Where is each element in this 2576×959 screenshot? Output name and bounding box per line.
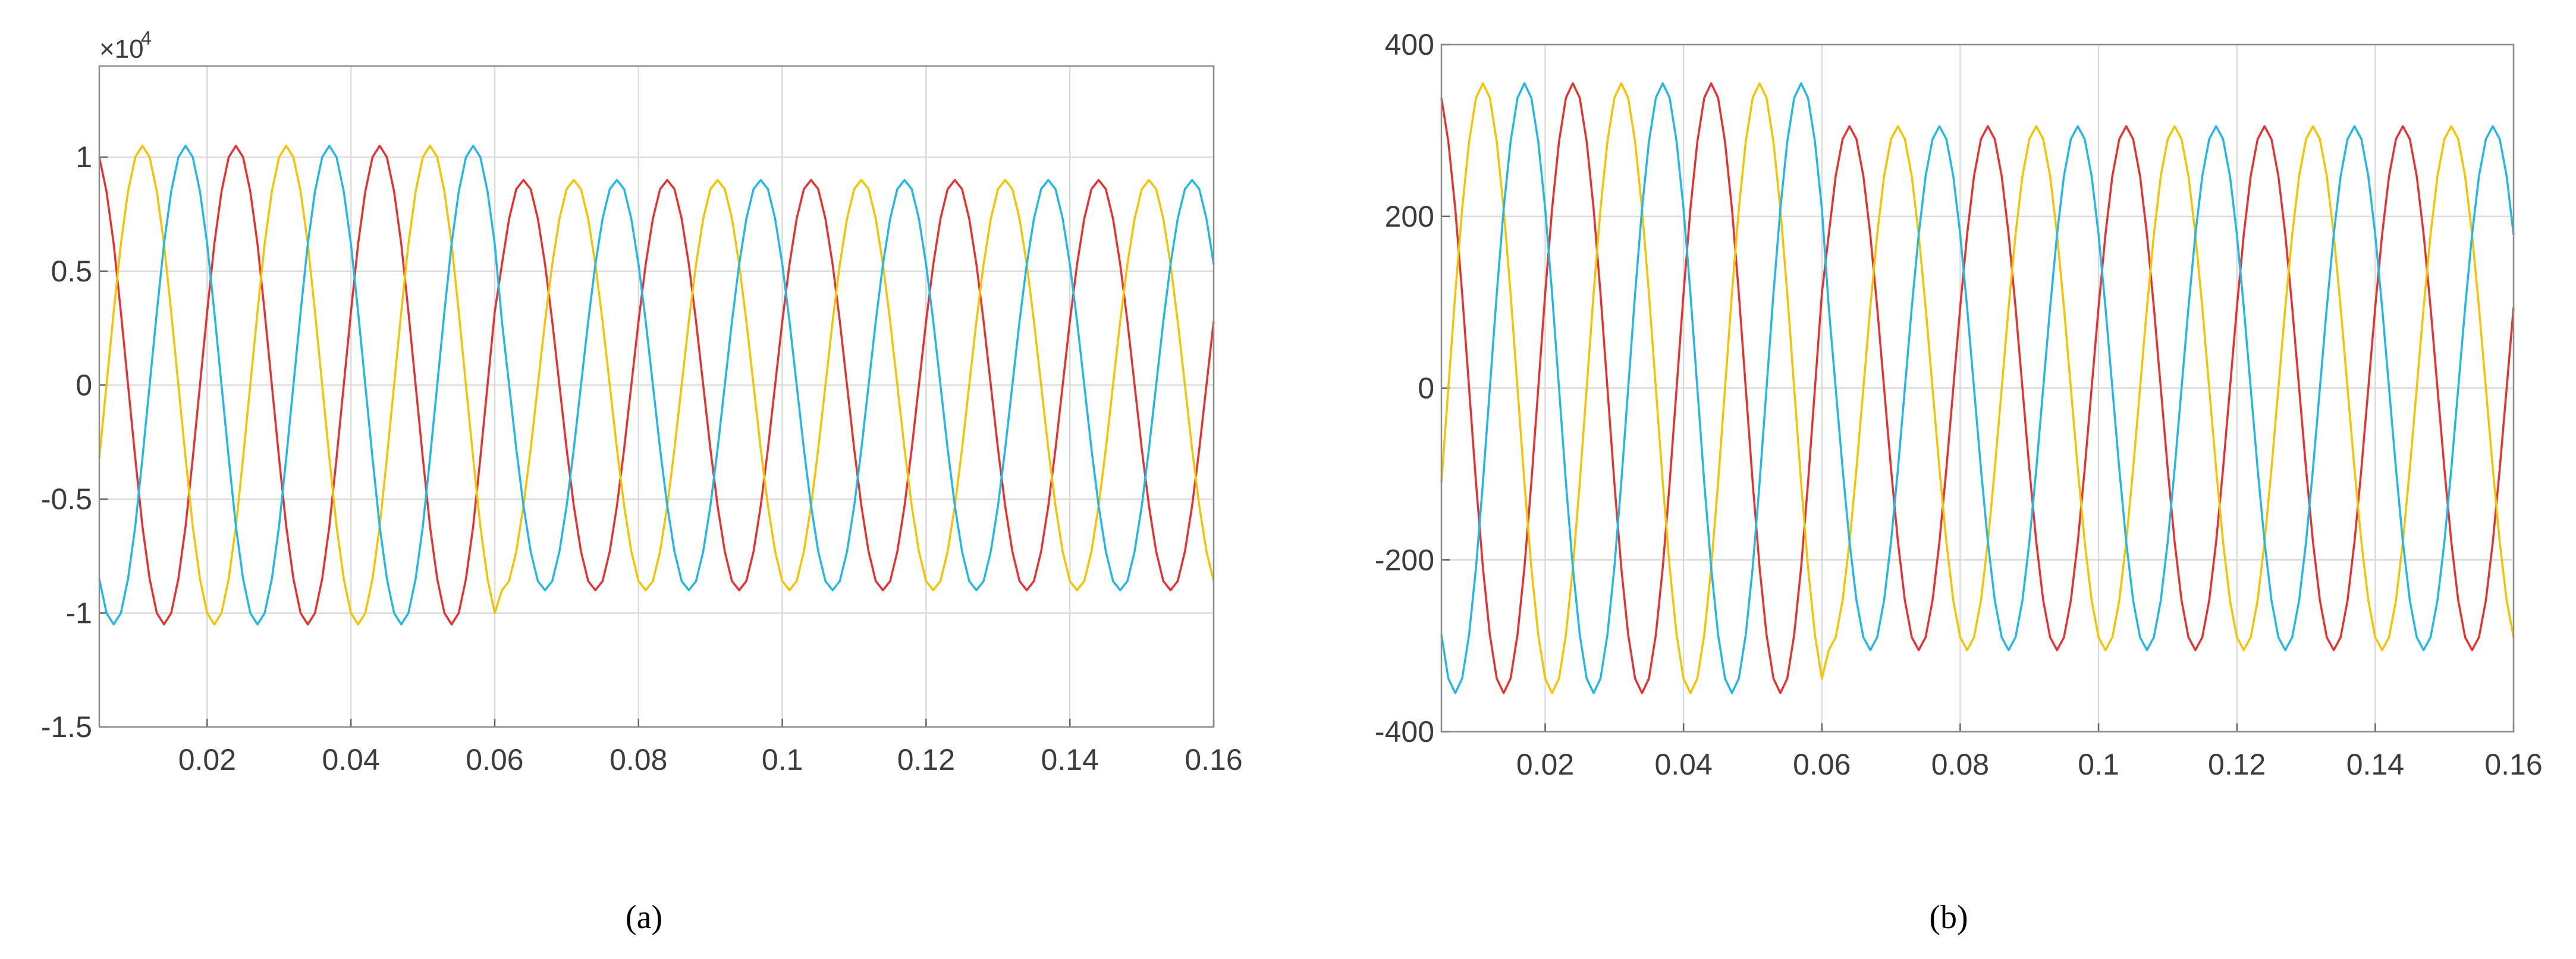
y-tick-label: -1.5 bbox=[41, 710, 92, 744]
x-tick-label: 0.16 bbox=[2484, 748, 2542, 781]
subplot-caption: (a) bbox=[626, 899, 662, 936]
y-exponent: 4 bbox=[141, 27, 152, 49]
x-tick-label: 0.02 bbox=[178, 743, 236, 776]
series-line bbox=[98, 145, 1215, 626]
x-tick-label: 0.14 bbox=[2346, 748, 2404, 781]
x-tick-label: 0.12 bbox=[2208, 748, 2266, 781]
x-tick-label: 0.16 bbox=[1185, 743, 1242, 776]
y-tick-label: -400 bbox=[1375, 715, 1434, 748]
axes-box bbox=[1440, 43, 2515, 733]
plot-area bbox=[99, 66, 1214, 727]
x-tick-label: 0.06 bbox=[1793, 748, 1851, 781]
x-tick-label: 0.14 bbox=[1041, 743, 1099, 776]
y-tick-label: 0 bbox=[1418, 372, 1434, 405]
x-tick-label: 0.12 bbox=[897, 743, 955, 776]
x-tick-label: 0.1 bbox=[762, 743, 803, 776]
axes-box bbox=[98, 65, 1215, 728]
series-line bbox=[1440, 82, 2515, 694]
subplot: -400 -200 0 200 400 0.02 0.04 0.06 0.08 0.1 0.12 0.… bbox=[1375, 28, 2543, 936]
series-line bbox=[98, 145, 1215, 626]
y-tick-label: -0.5 bbox=[41, 482, 92, 516]
x-tick-label: 0.08 bbox=[610, 743, 667, 776]
y-tick-label: 0.5 bbox=[51, 255, 92, 288]
y-tick-label: 1 bbox=[76, 140, 92, 174]
x-tick-label: 0.1 bbox=[2078, 748, 2119, 781]
series-line bbox=[1440, 82, 2515, 694]
y-tick-label: 400 bbox=[1385, 28, 1434, 61]
y-tick-label: -200 bbox=[1375, 543, 1434, 576]
y-tick-label: 200 bbox=[1385, 200, 1434, 233]
y-tick-label: 0 bbox=[76, 368, 92, 402]
subplot-caption: (b) bbox=[1929, 899, 1968, 936]
x-tick-label: 0.04 bbox=[1654, 748, 1712, 781]
x-tick-label: 0.08 bbox=[1931, 748, 1989, 781]
series-line bbox=[98, 145, 1215, 626]
y-multiplier: ×10 bbox=[99, 35, 144, 64]
y-tick-label: -1 bbox=[66, 596, 92, 629]
series-line bbox=[1440, 82, 2515, 694]
x-tick-label: 0.06 bbox=[466, 743, 523, 776]
x-tick-label: 0.02 bbox=[1516, 748, 1574, 781]
x-tick-label: 0.04 bbox=[322, 743, 379, 776]
subplot: -1.5 -1 -0.5 0 0.5 1 0.02 0.04 0.06 0.08 0.1 0.12 0.… bbox=[41, 27, 1243, 936]
